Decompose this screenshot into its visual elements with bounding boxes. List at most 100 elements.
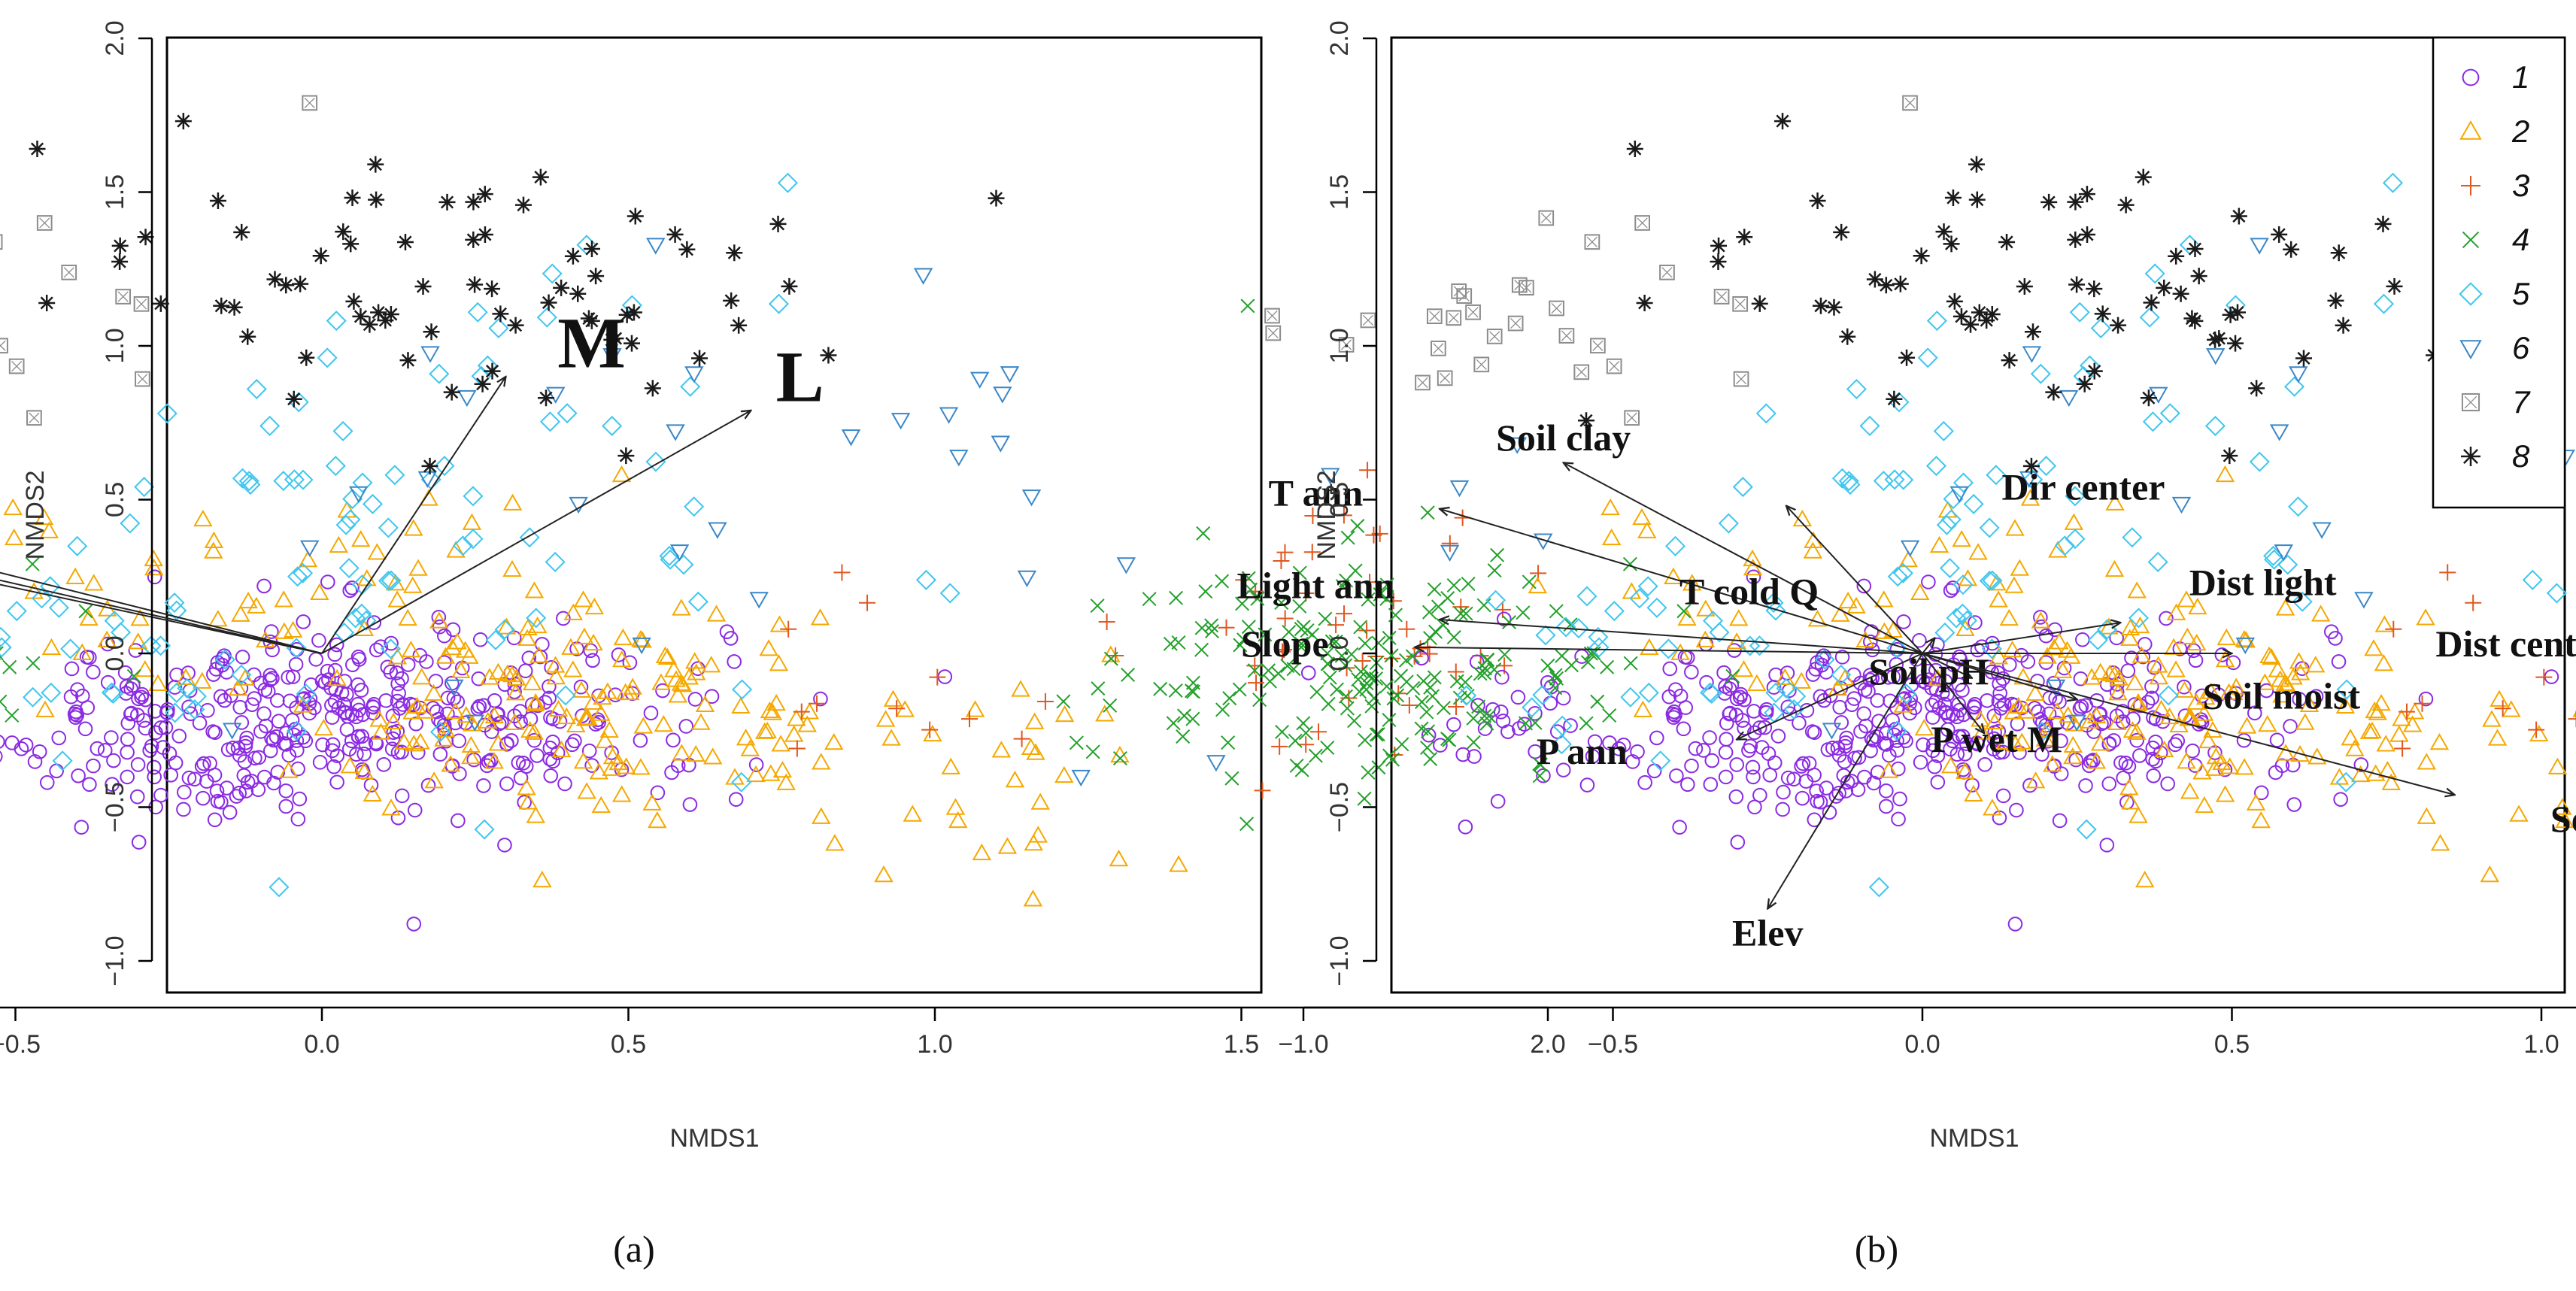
panel-a-point-group-5 bbox=[338, 558, 360, 579]
panel-b-point-group-7 bbox=[1431, 341, 1446, 356]
panel-b-point-group-7 bbox=[1451, 283, 1467, 299]
panel-a-point-group-6 bbox=[993, 386, 1012, 404]
panel-b-point-group-8 bbox=[1971, 304, 1988, 321]
panel-b-point-group-3 bbox=[2535, 668, 2553, 686]
panel-a-point-group-3 bbox=[1248, 674, 1265, 692]
panel-a-point-group-8 bbox=[152, 295, 169, 312]
panel-a-point-group-8 bbox=[623, 335, 640, 352]
panel-b-point-group-1 bbox=[2418, 691, 2434, 707]
panel-b-point-group-5 bbox=[1957, 610, 1978, 631]
panel-b-point-group-4 bbox=[1194, 620, 1209, 635]
panel-b-point-group-2 bbox=[1879, 761, 1898, 778]
panel-a-point-group-2 bbox=[193, 671, 212, 689]
panel-a-point-group-7 bbox=[8, 358, 25, 374]
panel-a-point-group-1 bbox=[307, 700, 322, 716]
panel-a-point-group-2 bbox=[298, 550, 318, 568]
panel-b-point-group-2 bbox=[1893, 696, 1913, 713]
panel-a-vector-l bbox=[321, 411, 751, 654]
panel-a-point-group-5 bbox=[345, 608, 366, 629]
panel-b-point-group-4 bbox=[1224, 771, 1239, 786]
panel-a-point-group-8 bbox=[484, 280, 501, 298]
panel-a-point-group-1 bbox=[308, 652, 323, 667]
panel-a-point-group-2 bbox=[595, 731, 614, 749]
panel-b-point-group-1 bbox=[1728, 789, 1744, 805]
panel-a-point-group-1 bbox=[220, 742, 236, 757]
panel-a-point-group-2 bbox=[633, 717, 654, 734]
panel-b-point-group-4 bbox=[1379, 591, 1394, 606]
panel-a-point-group-1 bbox=[288, 656, 304, 672]
panel-a-point-group-5 bbox=[164, 592, 185, 614]
panel-a-point-group-2 bbox=[520, 720, 540, 738]
panel-a-point-group-5 bbox=[104, 611, 125, 632]
panel-b-point-group-8 bbox=[1892, 275, 1909, 292]
panel-b-point-group-2 bbox=[1640, 638, 1659, 656]
panel-a-point-group-1 bbox=[265, 671, 280, 686]
panel-b-point-group-1 bbox=[1579, 777, 1595, 792]
panel-b-point-group-4 bbox=[1340, 530, 1355, 545]
panel-b-point-group-1 bbox=[1494, 669, 1509, 685]
panel-a-point-group-1 bbox=[232, 699, 248, 715]
panel-b-point-group-5 bbox=[2204, 415, 2226, 436]
panel-a-point-group-1 bbox=[458, 715, 473, 731]
panel-a-point-group-5 bbox=[184, 699, 205, 720]
panel-a-point-group-5 bbox=[526, 608, 547, 629]
panel-b-point-group-2 bbox=[2057, 641, 2077, 658]
panel-b-point-group-4 bbox=[1305, 627, 1320, 642]
panel-a-point-group-6 bbox=[348, 486, 369, 504]
panel-b-point-group-1 bbox=[1786, 771, 1801, 787]
legend-label-3: 3 bbox=[2512, 168, 2529, 203]
panel-a-point-group-1 bbox=[130, 757, 146, 772]
panel-a-point-group-1 bbox=[27, 754, 43, 769]
panel-a-point-group-2 bbox=[746, 765, 766, 783]
panel-a-point-group-2 bbox=[1023, 889, 1043, 907]
panel-b-point-group-1 bbox=[1891, 761, 1906, 777]
panel-b-point-group-2 bbox=[2127, 581, 2147, 599]
panel-b-point-group-5 bbox=[1700, 682, 1721, 703]
panel-b-point-group-4 bbox=[1406, 680, 1421, 696]
panel-a-point-group-2 bbox=[371, 723, 391, 740]
panel-b-vector-label-light-ann: Light ann bbox=[1237, 564, 1395, 606]
panel-a-point-group-5 bbox=[732, 679, 753, 700]
panel-a-point-group-6 bbox=[939, 407, 959, 424]
panel-b-point-group-2 bbox=[2205, 759, 2225, 776]
panel-b-point-group-4 bbox=[1623, 656, 1638, 671]
panel-b-point-group-1 bbox=[1455, 747, 1470, 762]
panel-a-point-group-2 bbox=[128, 632, 148, 650]
panel-a-point-group-2 bbox=[577, 782, 596, 799]
panel-b-point-group-7 bbox=[1446, 310, 1462, 326]
panel-a-point-group-6 bbox=[891, 413, 911, 430]
panel-b-point-group-8 bbox=[2094, 305, 2111, 323]
panel-b-point-group-4 bbox=[1361, 765, 1376, 780]
panel-a-point-group-2 bbox=[411, 668, 432, 685]
panel-b-point-group-1 bbox=[1927, 759, 1943, 774]
panel-b-point-group-2 bbox=[2262, 647, 2281, 665]
panel-a-point-group-2 bbox=[478, 711, 498, 729]
panel-a-point-group-1 bbox=[160, 702, 175, 717]
panel-b-point-group-1 bbox=[1879, 799, 1894, 814]
panel-b-point-group-1 bbox=[1775, 802, 1790, 817]
panel-b-point-group-4 bbox=[1422, 605, 1437, 620]
panel-b-point-group-2 bbox=[2107, 713, 2127, 730]
panel-a-point-group-3 bbox=[809, 695, 826, 712]
panel-a-point-group-5 bbox=[378, 517, 399, 538]
panel-a-point-group-6 bbox=[1507, 437, 1527, 454]
panel-a-point-group-2 bbox=[518, 792, 538, 810]
panel-b-point-group-5 bbox=[2054, 535, 2075, 556]
panel-b-point-group-4 bbox=[1320, 741, 1335, 756]
panel-b-point-group-1 bbox=[2146, 768, 2162, 783]
panel-a-point-group-1 bbox=[14, 741, 29, 756]
panel-b-point-group-2 bbox=[2345, 739, 2365, 756]
panel-b-point-group-4 bbox=[1222, 691, 1237, 706]
panel-b-point-group-1 bbox=[1925, 710, 1940, 725]
panel-a-point-group-2 bbox=[34, 508, 54, 526]
panel-b-point-group-1 bbox=[2012, 745, 2027, 760]
panel-b-point-group-2 bbox=[2127, 723, 2147, 740]
panel-b-point-group-1 bbox=[1850, 782, 1866, 797]
panel-b-point-group-2 bbox=[2180, 782, 2200, 799]
panel-b-point-group-8 bbox=[2110, 317, 2127, 334]
panel-b-point-group-2 bbox=[2122, 720, 2143, 738]
panel-a-point-group-3 bbox=[1494, 601, 1511, 618]
panel-b-point-group-1 bbox=[1832, 699, 1847, 715]
panel-b-point-group-5 bbox=[1936, 514, 1957, 535]
panel-b-point-group-8 bbox=[2295, 350, 2312, 367]
